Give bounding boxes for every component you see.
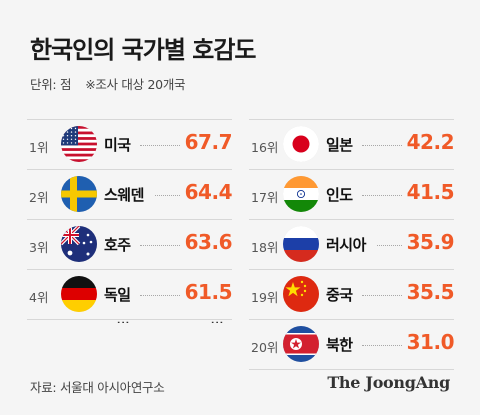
leader-line: [362, 345, 403, 346]
leader-line: [362, 145, 403, 146]
ranking-row: 19위 중국 35.5: [249, 269, 455, 319]
country-name: 일본: [326, 136, 353, 154]
russia-flag-icon: [283, 226, 319, 262]
sweden-flag-icon: [61, 176, 97, 212]
unit-note: 단위: 점: [30, 77, 72, 92]
rank-label: 17위: [251, 190, 279, 205]
leader-line: [362, 195, 403, 196]
page-title: 한국인의 국가별 호감도: [30, 36, 257, 64]
ranking-column-bottom: 16위 일본 42.2 17위 인도 41.5 18위 러시아 35.9 19위 중국 35.5 20위…: [249, 119, 455, 370]
country-name: 인도: [326, 186, 353, 204]
survey-note: ※조사 대상 20개국: [85, 77, 186, 92]
leader-line: [155, 195, 181, 196]
score-value: 61.5: [184, 280, 233, 304]
ranking-row: 3위 호주 63.6: [27, 219, 233, 269]
leader-line: [140, 295, 181, 296]
publisher-logo: The JoongAng: [327, 373, 450, 392]
rank-label: 4위: [29, 290, 49, 305]
rank-label: 1위: [29, 140, 49, 155]
rank-label: 18위: [251, 240, 279, 255]
ranking-row: 2위 스웨덴 64.4: [27, 169, 233, 219]
score-value: 35.5: [406, 280, 455, 304]
australia-flag-icon: [61, 226, 97, 262]
country-name: 러시아: [326, 236, 366, 254]
score-value: 67.7: [184, 130, 233, 154]
china-flag-icon: [283, 276, 319, 312]
country-name: 독일: [104, 286, 131, 304]
country-name: 스웨덴: [104, 186, 144, 204]
rank-label: 19위: [251, 290, 279, 305]
score-value: 63.6: [184, 230, 233, 254]
us-flag-icon: [61, 126, 97, 162]
score-value: 41.5: [406, 180, 455, 204]
leader-line: [140, 145, 181, 146]
rank-label: 3위: [29, 240, 49, 255]
rank-label: 2위: [29, 190, 49, 205]
country-name: 호주: [104, 236, 131, 254]
score-value: 64.4: [184, 180, 233, 204]
ranking-row: 18위 러시아 35.9: [249, 219, 455, 269]
leader-line: [362, 295, 403, 296]
ellipsis-icon: ⋮: [209, 316, 224, 330]
country-name: 미국: [104, 136, 131, 154]
country-name: 북한: [326, 336, 353, 354]
leader-line: [140, 245, 181, 246]
germany-flag-icon: [61, 276, 97, 312]
subtitle: 단위: 점 ※조사 대상 20개국: [30, 74, 186, 93]
india-flag-icon: [283, 176, 319, 212]
rank-label: 16위: [251, 140, 279, 155]
source-note: 자료: 서울대 아시아연구소: [30, 380, 165, 395]
score-value: 42.2: [406, 130, 455, 154]
japan-flag-icon: [283, 126, 319, 162]
leader-line: [377, 245, 403, 246]
ranking-row: 4위 독일 61.5: [27, 269, 233, 320]
ranking-row: 17위 인도 41.5: [249, 169, 455, 219]
rank-label: 20위: [251, 340, 279, 355]
ranking-row: 1위 미국 67.7: [27, 119, 233, 169]
north-korea-flag-icon: [283, 326, 319, 362]
score-value: 35.9: [406, 230, 455, 254]
ranking-row: 16위 일본 42.2: [249, 119, 455, 169]
ellipsis-icon: ⋮: [115, 316, 130, 330]
score-value: 31.0: [406, 330, 455, 354]
country-name: 중국: [326, 286, 353, 304]
ranking-row: 20위 북한 31.0: [249, 319, 455, 370]
ranking-column-top: 1위 미국 67.7 2위 스웨덴 64.4 3위 호주 63.6 4위 독일 61.5: [27, 119, 233, 320]
